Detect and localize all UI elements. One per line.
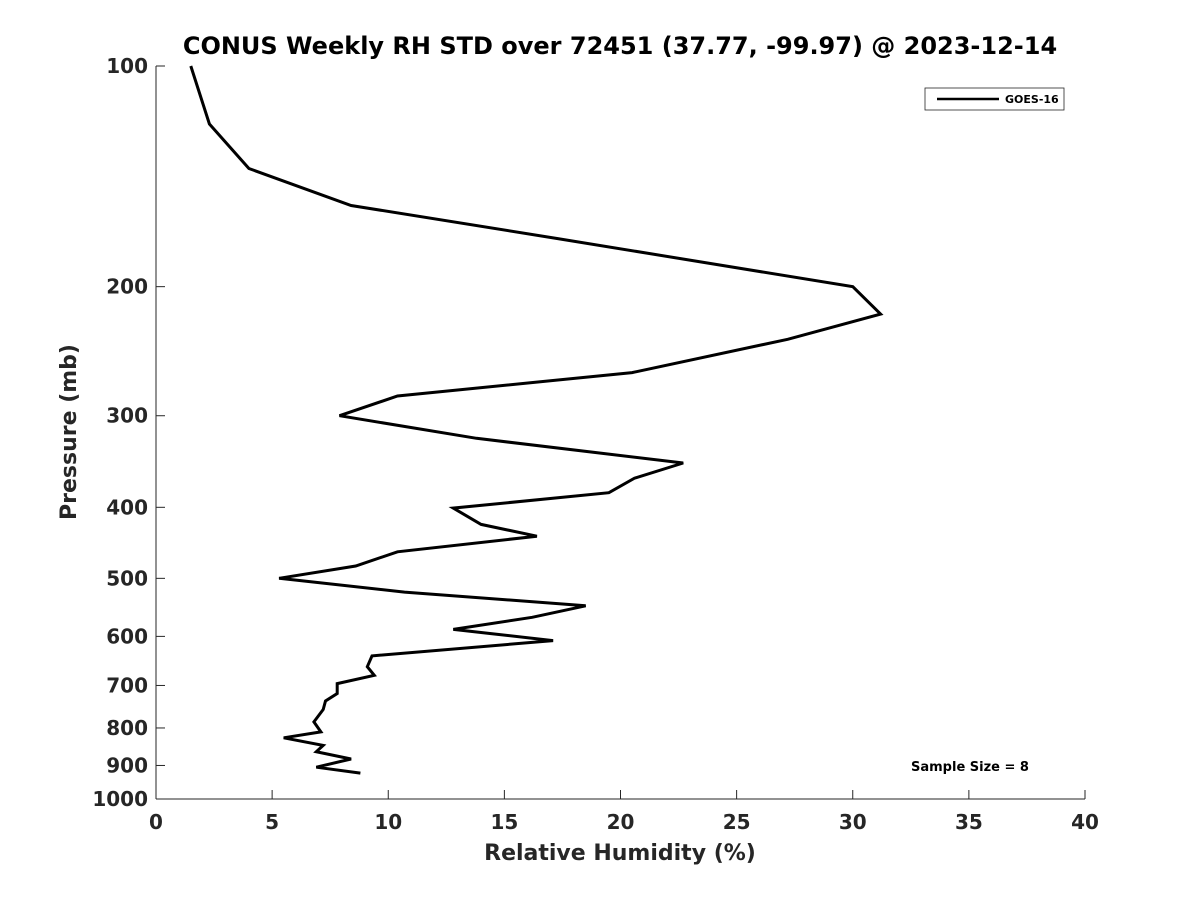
y-tick-label: 700 <box>106 673 148 697</box>
x-tick-label: 0 <box>149 810 163 834</box>
axes: 0 5 10 15 20 25 30 35 40 100 200 300 400 500 600 700 800… <box>92 54 1099 834</box>
y-tick-label: 600 <box>106 624 148 648</box>
series-line-goes-16 <box>189 65 884 775</box>
x-tick-label: 30 <box>839 810 867 834</box>
plot-area <box>156 66 1085 799</box>
x-axis-label: Relative Humidity (%) <box>484 841 756 866</box>
y-tick-label: 800 <box>106 716 148 740</box>
x-tick-label: 20 <box>607 810 635 834</box>
y-tick-label: 1000 <box>92 787 148 811</box>
y-tick-label: 900 <box>106 753 148 777</box>
x-tick-label: 35 <box>955 810 983 834</box>
legend-label-goes-16: GOES-16 <box>1005 93 1059 106</box>
y-tick-label: 200 <box>106 275 148 299</box>
y-tick-label: 400 <box>106 495 148 519</box>
chart-title: CONUS Weekly RH STD over 72451 (37.77, -… <box>183 32 1057 60</box>
y-tick-label: 300 <box>106 404 148 428</box>
x-tick-label: 5 <box>265 810 279 834</box>
sample-size-annotation: Sample Size = 8 <box>911 760 1029 775</box>
legend: GOES-16 <box>924 87 1065 111</box>
x-tick-label: 25 <box>723 810 751 834</box>
x-tick-label: 15 <box>490 810 518 834</box>
series-layer <box>189 65 884 775</box>
x-tick-label: 10 <box>374 810 402 834</box>
x-tick-label: 40 <box>1071 810 1099 834</box>
y-tick-label: 500 <box>106 566 148 590</box>
y-tick-label: 100 <box>106 54 148 78</box>
y-axis-label: Pressure (mb) <box>57 344 82 520</box>
